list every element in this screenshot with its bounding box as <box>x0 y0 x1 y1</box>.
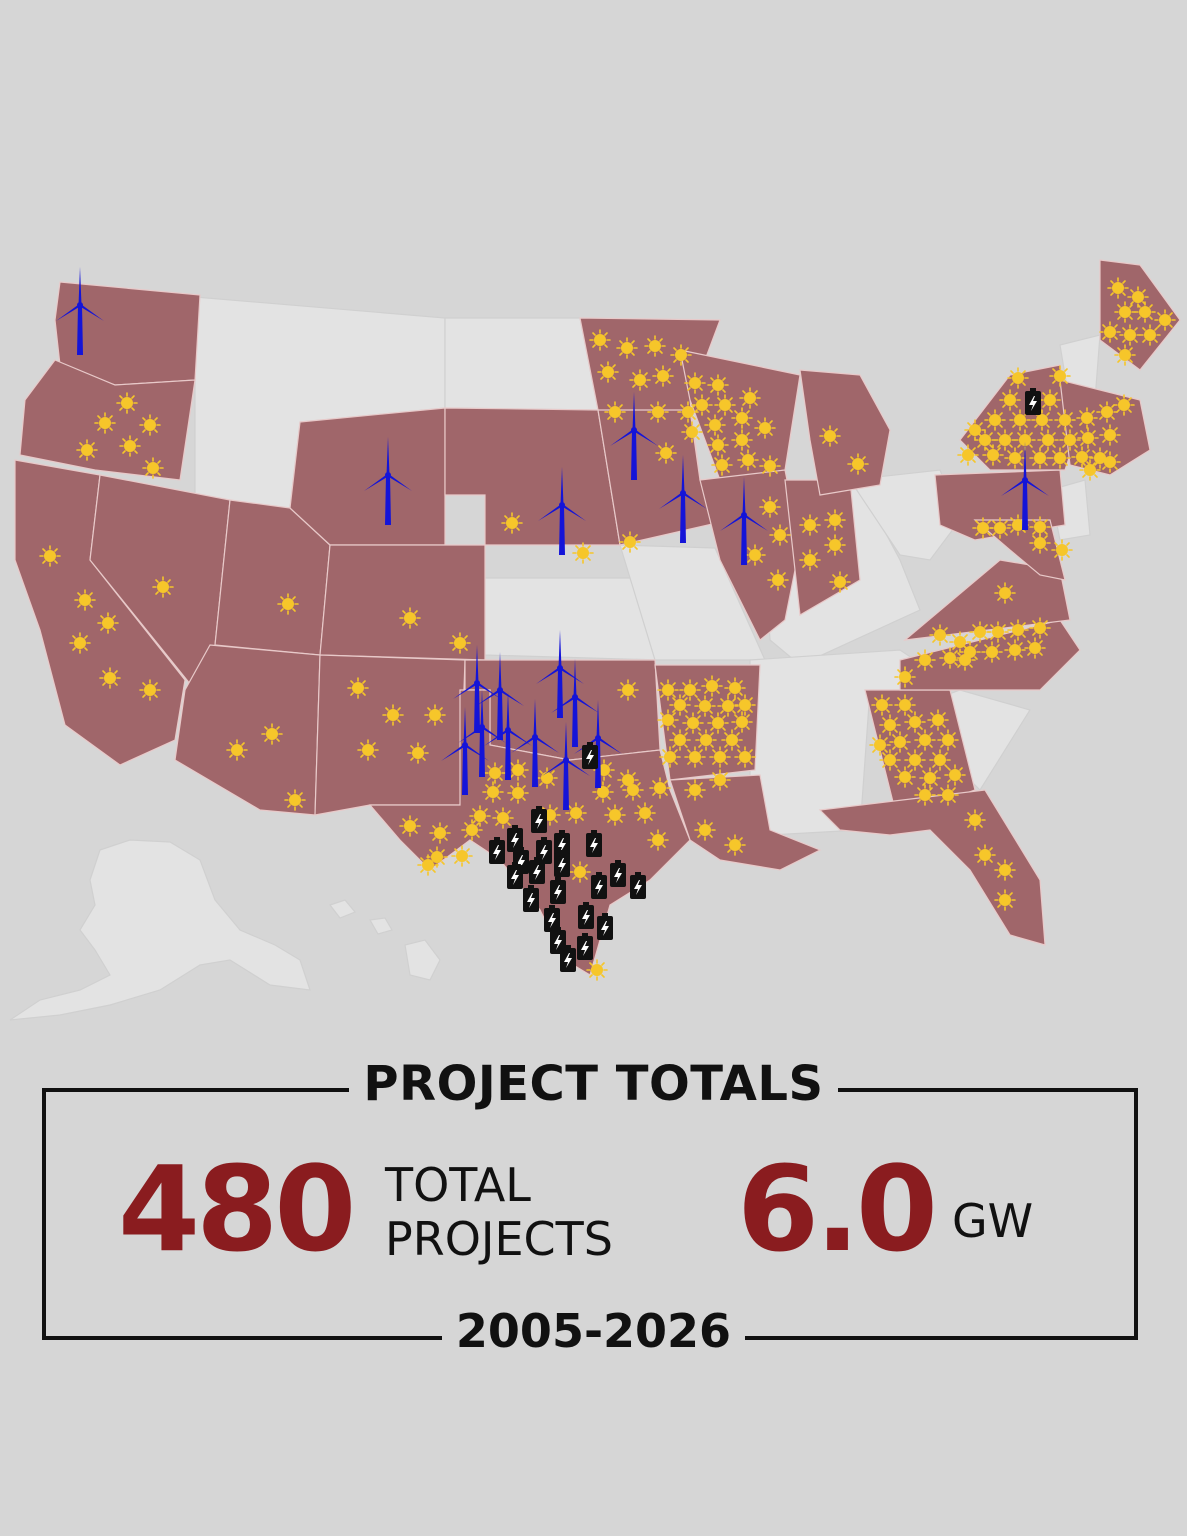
capacity-unit: GW <box>952 1194 1034 1248</box>
us-project-map <box>9 259 1181 1021</box>
capacity-value: 6.0 <box>737 1140 938 1278</box>
projects-label-line2: PROJECTS <box>385 1212 613 1266</box>
totals-years: 2005-2026 <box>0 1304 1187 1358</box>
projects-count: 480 <box>118 1140 356 1278</box>
projects-label: TOTAL PROJECTS <box>385 1158 613 1266</box>
projects-label-line1: TOTAL <box>385 1158 531 1212</box>
alaska-hawaii <box>9 839 441 1021</box>
totals-title: PROJECT TOTALS <box>0 1056 1187 1112</box>
